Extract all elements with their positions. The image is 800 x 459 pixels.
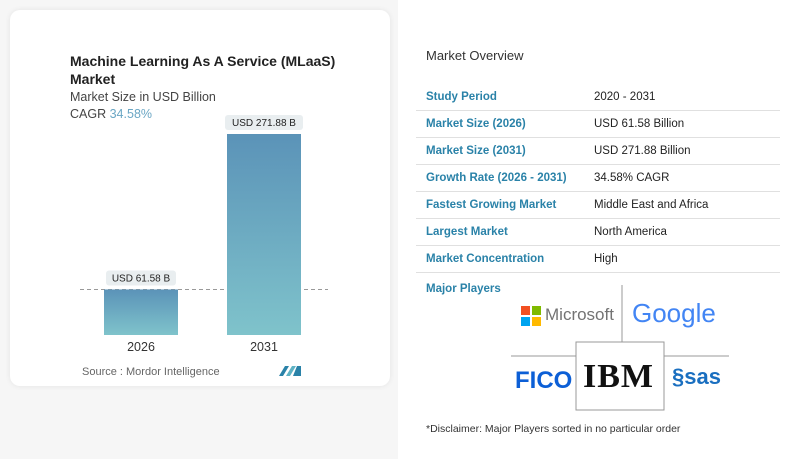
data-label: USD 271.88 B [232,118,296,129]
row-label: Market Concentration [426,253,545,265]
major-players-label: Major Players [426,283,501,295]
chart-card [10,10,390,386]
fico-logo: FICO [515,367,573,394]
cagr-label: CAGR [70,107,107,121]
cagr-value: 34.58% [109,107,153,121]
row-value: USD 61.58 Billion [594,118,685,130]
row-label: Market Size (2031) [426,145,526,157]
row-value: High [594,253,618,265]
bar-2026 [104,289,178,335]
ibm-logo: IBM [583,358,654,395]
row-value: 34.58% CAGR [594,172,670,184]
row-label: Fastest Growing Market [426,199,557,211]
row-value: North America [594,226,667,238]
cagr: CAGR 34.58% [70,107,152,121]
google-logo: Google [632,298,716,328]
chart-title: Machine Learning As A Service (MLaaS) Ma… [70,53,336,87]
data-label-bg [225,115,303,130]
overview-row: Market Size (2031) USD 271.88 Billion [416,138,780,165]
row-label: Growth Rate (2026 - 2031) [426,172,567,184]
source: Source : Mordor Intelligence [82,366,220,378]
overview-row: Fastest Growing Market Middle East and Af… [416,192,780,219]
bar-2031 [227,134,301,335]
x-tick-label: 2031 [250,340,278,354]
data-label-bg [106,270,176,286]
row-value: USD 271.88 Billion [594,145,691,157]
disclaimer: *Disclaimer: Major Players sorted in no … [426,423,681,435]
row-label: Largest Market [426,226,508,238]
chart-subtitle: Market Size in USD Billion [70,90,216,104]
row-value: 2020 - 2031 [594,91,656,103]
x-tick-label: 2026 [127,340,155,354]
bar-chart: USD 61.58 B 2026 USD 271.88 B 2031 [80,115,328,354]
overview-row: Market Concentration High [416,246,780,273]
row-label: Market Size (2026) [426,118,526,130]
overview-row: Study Period 2020 - 2031 [416,84,780,111]
sas-text: sas [684,364,721,389]
overview-row: Largest Market North America [416,219,780,246]
row-value: Middle East and Africa [594,199,709,211]
data-label: USD 61.58 B [112,273,171,284]
sas-logo: §sas [672,364,721,389]
microsoft-logo: Microsoft [545,305,614,324]
overview-title: Market Overview [426,48,524,63]
row-label: Study Period [426,91,497,103]
overview-row: Market Size (2026) USD 61.58 Billion [416,111,780,138]
overview-row: Growth Rate (2026 - 2031) 34.58% CAGR [416,165,780,192]
